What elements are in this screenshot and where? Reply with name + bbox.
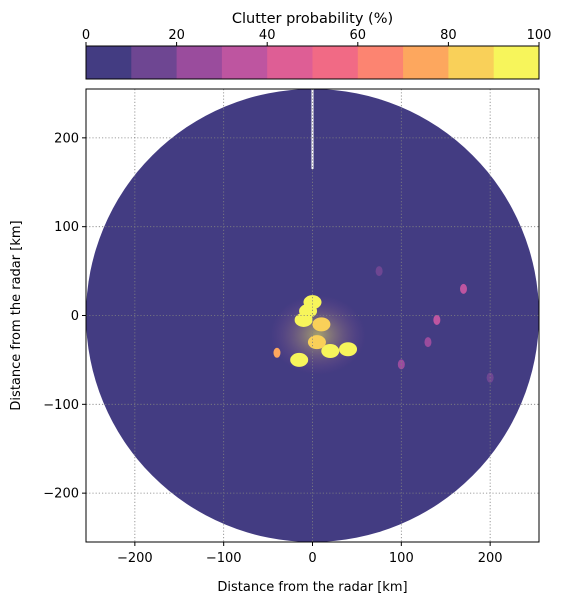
x-axis-label: Distance from the radar [km] [217,580,407,595]
colorbar-bin [221,46,268,79]
colorbar-tick-label: 60 [350,28,367,43]
x-axis: −200 −100 0 100 200 [117,542,503,566]
colorbar-ticks: 0 20 40 60 80 100 [82,28,552,46]
x-tick-label: −100 [206,551,242,566]
colorbar-tick-label: 0 [82,28,90,43]
colorbar-bin [448,46,495,79]
clutter-region [460,283,467,294]
clutter-region [375,266,383,277]
clutter-region [424,337,432,348]
colorbar-bin [86,46,132,79]
x-tick-label: 200 [478,551,503,566]
plot-area [86,89,539,542]
colorbar-bin [493,46,540,79]
y-tick-label: 200 [54,131,79,146]
colorbar-bin [312,46,359,79]
colorbar-frame [85,45,540,80]
colorbar-tick-label: 80 [440,28,457,43]
y-axis: −200 −100 0 100 200 [43,131,86,502]
colorbar-bin [267,46,313,79]
clutter-region [273,347,281,358]
clutter-region [321,344,340,359]
colorbar-bin [176,46,223,79]
clutter-region [433,314,441,325]
y-tick-label: −200 [43,487,79,502]
y-tick-label: −100 [43,398,79,413]
x-tick-label: −200 [117,551,153,566]
clutter-region [290,352,309,367]
clutter-region [294,312,313,327]
y-tick-label: 100 [54,220,79,235]
y-axis-label: Distance from the radar [km] [9,220,24,410]
x-tick-label: 100 [389,551,414,566]
colorbar-tick-label: 20 [168,28,185,43]
colorbar-bin [131,46,178,79]
colorbar-title: Clutter probability (%) [232,11,393,27]
clutter-region [339,342,358,357]
x-tick-label: 0 [308,551,316,566]
colorbar-tick-label: 40 [259,28,276,43]
clutter-region [312,317,331,332]
clutter-region [303,295,322,310]
clutter-region [307,335,326,350]
colorbar-bin [403,46,449,79]
colorbar-bins [86,46,540,79]
colorbar-bin [357,46,404,79]
y-tick-label: 0 [71,309,79,324]
colorbar-tick-label: 100 [527,28,552,43]
